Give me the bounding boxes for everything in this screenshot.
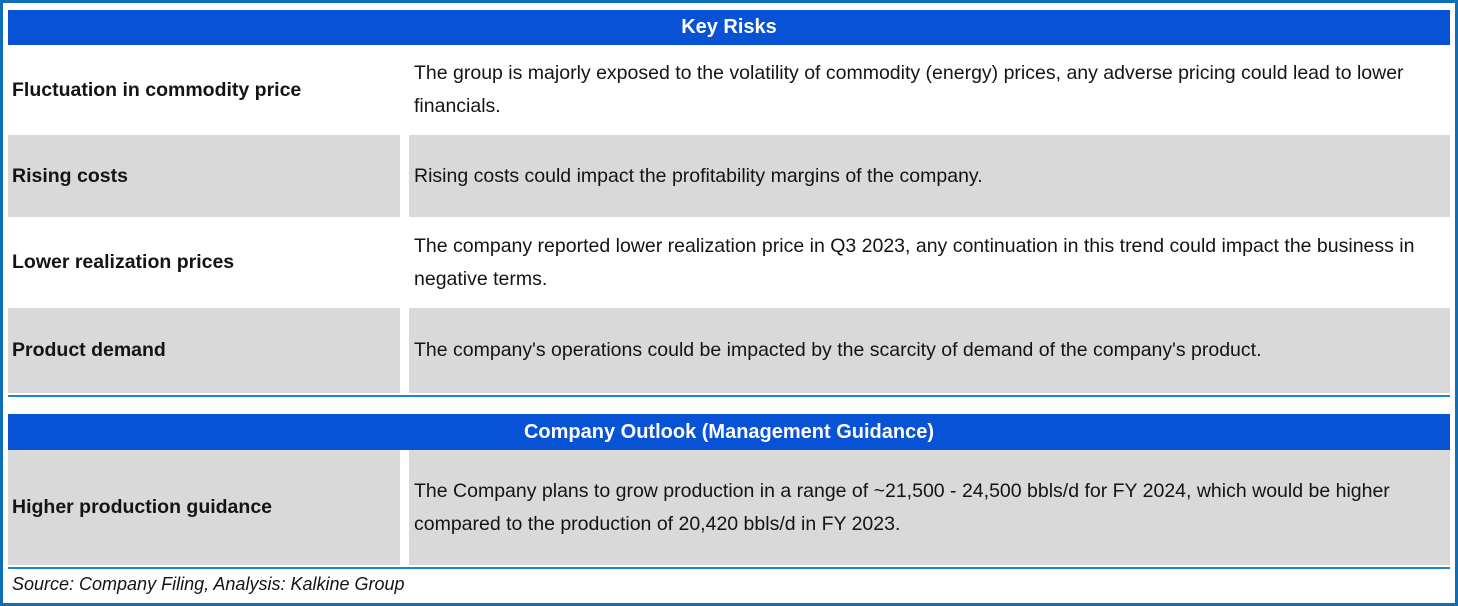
risk-description: Rising costs could impact the profitabil… [409, 135, 1450, 217]
table-bottom-border [8, 395, 1450, 397]
risk-label: Product demand [8, 308, 400, 393]
table-row-lower-realization: Lower realization prices The company rep… [8, 217, 1450, 308]
risk-description: The company reported lower realization p… [409, 217, 1450, 308]
outlook-label: Higher production guidance [8, 450, 400, 565]
risk-label: Rising costs [8, 135, 400, 217]
source-note: Source: Company Filing, Analysis: Kalkin… [8, 569, 1450, 599]
table-gap [8, 397, 1450, 414]
key-risks-header: Key Risks [8, 10, 1450, 45]
source-note-text: Source: Company Filing, Analysis: Kalkin… [12, 573, 405, 594]
table-row-product-demand: Product demand The company's operations … [8, 308, 1450, 393]
key-risks-table: Key Risks Fluctuation in commodity price… [8, 10, 1450, 397]
risk-description: The company's operations could be impact… [409, 308, 1450, 393]
risk-description: The group is majorly exposed to the vola… [409, 45, 1450, 135]
table-bottom-border [8, 567, 1450, 569]
outlook-description: The Company plans to grow production in … [409, 450, 1450, 565]
table-row-rising-costs: Rising costs Rising costs could impact t… [8, 135, 1450, 217]
key-risks-title: Key Risks [681, 16, 777, 38]
table-row-production-guidance: Higher production guidance The Company p… [8, 450, 1450, 565]
risk-label: Fluctuation in commodity price [8, 45, 400, 135]
company-outlook-title: Company Outlook (Management Guidance) [523, 420, 935, 443]
company-outlook-table: Company Outlook (Management Guidance) Hi… [8, 414, 1450, 569]
risk-label: Lower realization prices [8, 217, 400, 308]
table-row-fluctuation: Fluctuation in commodity price The group… [8, 45, 1450, 135]
company-outlook-header: Company Outlook (Management Guidance) [8, 414, 1450, 450]
